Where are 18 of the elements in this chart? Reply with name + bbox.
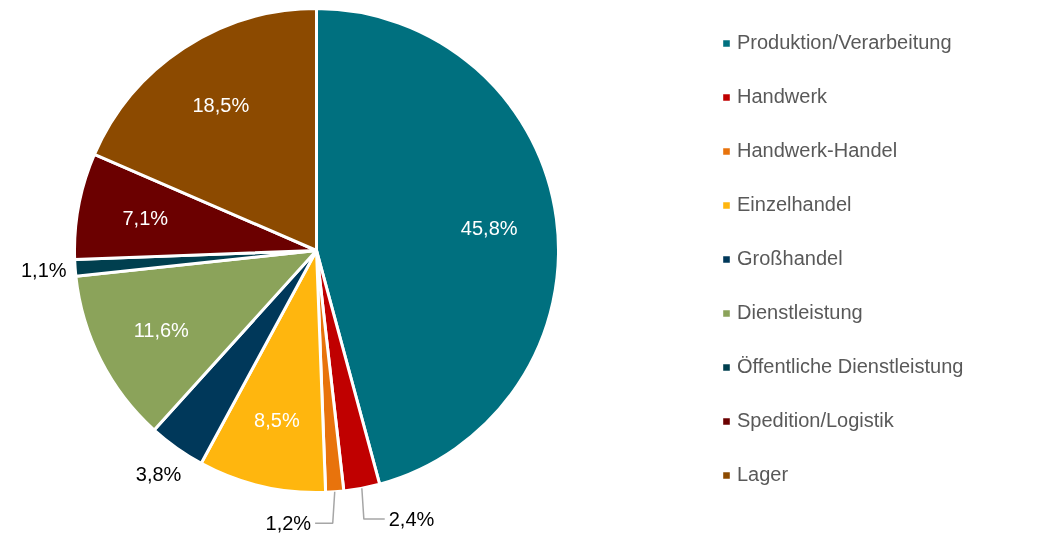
- data-label: 3,8%: [135, 462, 182, 485]
- data-label: 18,5%: [192, 93, 250, 116]
- legend-label: Handwerk: [737, 85, 828, 108]
- data-label: 45,8%: [460, 216, 518, 239]
- data-label: 7,1%: [122, 207, 169, 230]
- legend-label: Einzelhandel: [737, 193, 852, 216]
- legend-label: Lager: [737, 463, 789, 486]
- legend-label: Großhandel: [737, 247, 843, 270]
- data-label: 8,5%: [254, 409, 300, 432]
- data-label: 2,4%: [388, 508, 435, 531]
- legend-label: Handwerk-Handel: [737, 139, 898, 162]
- legend-label: Spedition/Logistik: [737, 409, 894, 432]
- legend-label: Öffentliche Dienstleistung: [737, 355, 964, 378]
- legend-label: Dienstleistung: [737, 301, 863, 324]
- data-label: 11,6%: [133, 318, 190, 341]
- data-label: 1,1%: [20, 259, 67, 282]
- data-label: 1,2%: [265, 512, 312, 535]
- legend-label: Produktion/Verarbeitung: [737, 31, 952, 54]
